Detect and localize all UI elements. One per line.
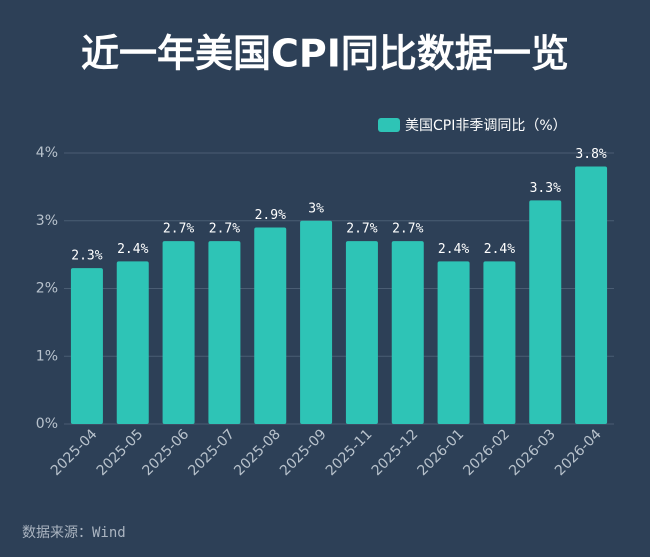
data-label: 2.7% xyxy=(392,222,423,237)
data-label: 3.8% xyxy=(575,147,606,162)
data-label: 2.4% xyxy=(438,242,469,257)
y-tick-label: 2% xyxy=(36,281,58,297)
bar xyxy=(208,241,241,424)
data-label: 2.7% xyxy=(209,222,240,237)
bar xyxy=(575,166,608,425)
data-label: 2.3% xyxy=(71,249,102,264)
data-label: 2.4% xyxy=(117,242,148,257)
legend-label: 美国CPI非季调同比（%） xyxy=(405,118,567,134)
y-tick-label: 4% xyxy=(36,145,58,161)
bar xyxy=(345,241,378,424)
bar xyxy=(437,261,470,424)
y-tick-label: 1% xyxy=(36,348,58,364)
data-label: 2.4% xyxy=(484,242,515,257)
bar xyxy=(391,241,424,424)
legend-swatch xyxy=(378,118,400,132)
bar xyxy=(116,261,149,424)
bar xyxy=(529,200,562,424)
bar xyxy=(70,268,103,424)
data-label: 2.7% xyxy=(163,222,194,237)
data-label: 2.7% xyxy=(346,222,377,237)
bar xyxy=(254,227,287,424)
data-label: 3.3% xyxy=(530,181,561,196)
chart-title: 近一年美国CPI同比数据一览 xyxy=(81,32,569,76)
source-note: 数据来源：Wind xyxy=(22,525,126,541)
data-label: 3% xyxy=(308,201,324,216)
bar xyxy=(300,220,333,424)
bar xyxy=(162,241,195,424)
y-tick-label: 3% xyxy=(36,213,58,229)
data-label: 2.9% xyxy=(255,208,286,223)
bar xyxy=(483,261,516,424)
y-tick-label: 0% xyxy=(36,416,58,432)
